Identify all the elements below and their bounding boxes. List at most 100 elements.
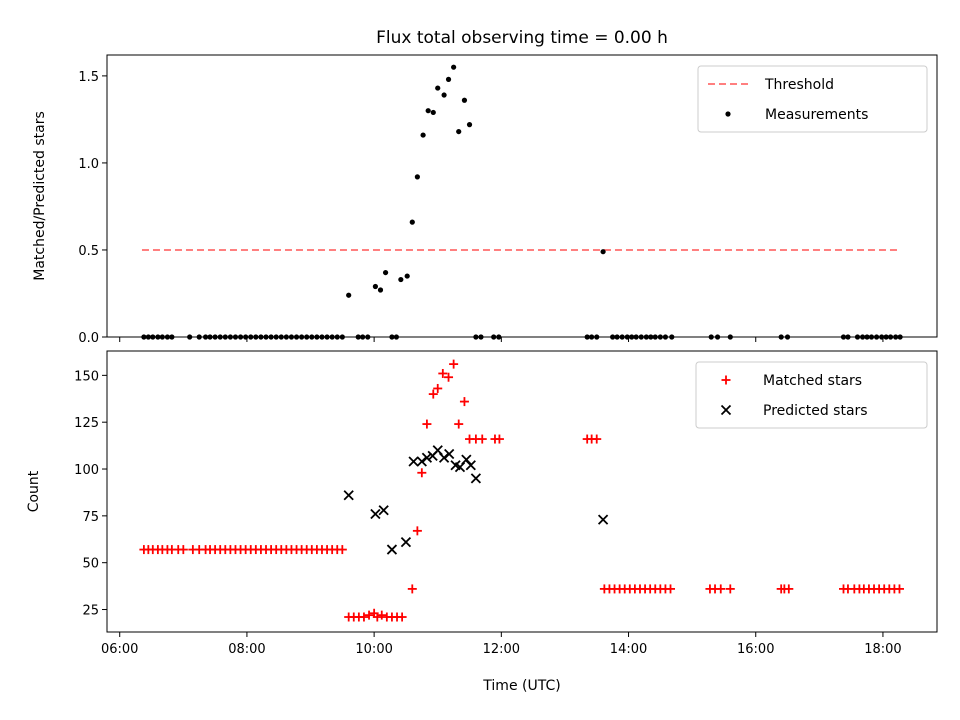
y-tick-label: 0.0 — [78, 331, 99, 346]
data-point — [421, 452, 433, 463]
data-point — [417, 468, 427, 478]
data-point — [397, 612, 407, 622]
data-point — [433, 383, 443, 393]
data-point — [372, 283, 378, 290]
legend-box — [695, 361, 928, 429]
legend-swatch — [721, 375, 731, 385]
data-point — [400, 536, 412, 548]
top-axes-frame — [106, 54, 938, 338]
x-axis-label: Time (UTC) — [482, 678, 560, 694]
top-legend: Threshold Measurements — [697, 65, 928, 133]
data-point — [377, 610, 387, 620]
y-tick-label: 0.5 — [78, 244, 99, 259]
y-tick-label: 100 — [74, 463, 99, 478]
bottom-y-axis-label: Count — [26, 470, 42, 512]
legend-item: Threshold — [708, 77, 834, 93]
legend-label: Matched stars — [763, 373, 862, 389]
data-point — [445, 76, 452, 82]
legend-swatch — [720, 404, 732, 416]
y-tick-label: 75 — [82, 510, 99, 525]
top-x-ticks — [119, 337, 884, 342]
data-point — [382, 269, 389, 276]
x-tick-label: 10:00 — [355, 642, 392, 657]
bottom-plot-area — [139, 359, 904, 622]
data-point — [444, 372, 454, 382]
legend-item: Predicted stars — [720, 403, 868, 419]
y-tick-label: 125 — [74, 416, 99, 431]
top-y-ticks: 0.0 0.5 1.0 1.5 — [78, 70, 107, 346]
bottom-panel: 25 50 75 100 125 150 06:00 08:00 10:00 12:00 14:0… — [26, 350, 938, 694]
data-point — [409, 219, 415, 225]
bottom-axes-frame — [106, 350, 938, 633]
data-point — [430, 109, 436, 116]
data-point — [716, 584, 726, 594]
data-point — [346, 292, 352, 298]
data-point — [420, 132, 426, 138]
data-point — [370, 508, 381, 520]
data-point — [784, 584, 794, 594]
x-tick-label: 08:00 — [228, 642, 265, 657]
data-point — [414, 174, 420, 180]
chart-title: Flux total observing time = 0.00 h — [376, 28, 668, 48]
y-tick-label: 50 — [82, 557, 99, 572]
bottom-y-ticks: 25 50 75 100 125 150 — [74, 369, 107, 619]
data-point — [438, 452, 450, 463]
data-point — [343, 490, 354, 501]
legend-swatch — [725, 111, 731, 117]
data-point — [444, 448, 455, 460]
data-point — [725, 584, 735, 594]
legend-label: Measurements — [765, 107, 868, 123]
legend-box — [697, 65, 928, 133]
legend-item: Matched stars — [721, 373, 862, 389]
data-point — [337, 545, 347, 555]
data-point — [600, 249, 606, 255]
data-point — [454, 419, 464, 429]
data-point — [666, 584, 676, 594]
data-point — [466, 122, 473, 128]
data-point — [592, 434, 602, 444]
data-point — [372, 612, 382, 622]
data-point — [435, 85, 441, 91]
data-point — [470, 473, 482, 484]
series-predicted-stars — [343, 445, 609, 555]
data-point — [456, 128, 462, 135]
top-panel: 0.0 0.5 1.0 1.5 Matched/Predicted stars Thr… — [32, 54, 938, 346]
y-tick-label: 25 — [82, 604, 99, 619]
data-point — [398, 276, 404, 283]
x-tick-label: 12:00 — [483, 642, 520, 657]
x-tick-label: 18:00 — [864, 642, 901, 657]
data-point — [386, 544, 398, 555]
y-tick-label: 1.5 — [78, 70, 99, 85]
data-point — [477, 434, 487, 444]
x-tick-label: 16:00 — [737, 642, 774, 657]
data-point — [407, 584, 417, 594]
data-point — [416, 456, 427, 467]
y-tick-label: 150 — [74, 369, 99, 384]
data-point — [441, 92, 447, 98]
data-point — [178, 545, 188, 555]
data-point — [378, 505, 389, 516]
top-y-axis-label: Matched/Predicted stars — [32, 111, 48, 281]
data-point — [459, 397, 469, 407]
legend-label: Threshold — [764, 77, 834, 93]
data-point — [494, 434, 504, 444]
data-point — [438, 368, 448, 378]
bottom-legend: Matched stars Predicted stars — [695, 361, 928, 429]
data-point — [364, 610, 374, 620]
data-point — [377, 287, 384, 293]
data-point — [894, 584, 904, 594]
bottom-x-ticks: 06:00 08:00 10:00 12:00 14:00 16:00 18:00 — [101, 632, 902, 657]
data-point — [465, 460, 476, 471]
data-point — [451, 64, 457, 70]
data-point — [428, 389, 438, 399]
data-point — [408, 456, 419, 467]
data-point — [461, 97, 468, 103]
legend-label: Predicted stars — [763, 403, 868, 419]
data-point — [449, 359, 459, 369]
data-point — [412, 526, 422, 536]
data-point — [404, 273, 410, 279]
data-point — [359, 612, 369, 622]
data-point — [425, 108, 431, 114]
data-point — [422, 419, 432, 429]
data-point — [597, 514, 609, 525]
